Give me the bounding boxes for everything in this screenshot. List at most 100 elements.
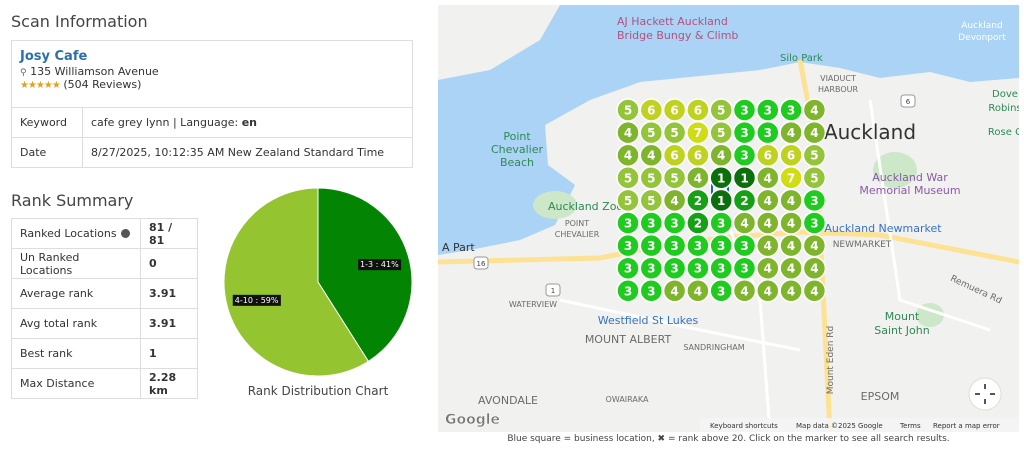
label: Best rank (20, 347, 73, 360)
section-title: Scan Information (11, 12, 148, 31)
location-button[interactable] (968, 377, 1002, 411)
rank-label: 3 (647, 262, 655, 276)
rank-label: 4 (787, 126, 795, 140)
value-cell: 1 (140, 338, 198, 369)
summary-row: Ranked Locations 81 / 81 (11, 218, 198, 249)
map-label: VIADUCT (820, 74, 856, 83)
value-label: 1-3 : 41% (360, 260, 399, 269)
map-label: Dove (992, 89, 1018, 100)
rank-label: 4 (647, 149, 655, 163)
summary-row: Max Distance 2.28 km (11, 368, 198, 399)
map-label: Westfield St Lukes (598, 314, 699, 327)
rank-label: 3 (810, 194, 818, 208)
map-footer-link[interactable]: Report a map error (933, 422, 1000, 430)
rank-marker[interactable] (779, 279, 803, 303)
rank-label: 6 (764, 149, 772, 163)
rank-marker[interactable] (756, 279, 780, 303)
rank-label: 4 (740, 284, 748, 298)
rank-label: 3 (670, 239, 678, 253)
rank-label: 2 (694, 217, 702, 231)
map-label: NEWMARKET (833, 240, 892, 250)
rank-label: 3 (694, 262, 702, 276)
label: Ranked Locations (20, 227, 117, 240)
rank-label: 4 (787, 262, 795, 276)
rank-label: 3 (740, 149, 748, 163)
road-shield (900, 94, 916, 108)
map-label: Point (503, 130, 531, 143)
rank-label: 3 (764, 104, 772, 118)
rank-label: 1 (740, 171, 748, 185)
map-footer-link[interactable]: Terms (899, 422, 921, 430)
section-title: Rank Summary (11, 191, 134, 210)
summary-row: Un Ranked Locations 0 (11, 248, 198, 279)
rank-marker[interactable] (662, 279, 687, 303)
footer-bar (700, 418, 1019, 432)
rank-label: 5 (717, 104, 725, 118)
rank-label: 4 (694, 284, 702, 298)
label-cell: Un Ranked Locations (11, 248, 141, 279)
rank-label: 4 (787, 239, 795, 253)
rank-label: 4 (810, 104, 818, 118)
rank-label: 3 (810, 217, 818, 231)
map-label: Robins (988, 103, 1019, 114)
map-label: Silo Park (780, 53, 823, 64)
map-footer-link[interactable]: Map data ©2025 Google (796, 422, 883, 430)
rank-label: 3 (624, 239, 632, 253)
value-cell: 3.91 (140, 308, 198, 339)
label-cell: Best rank (11, 338, 141, 369)
rating-stars: ★★★★★ (20, 80, 61, 91)
rank-label: 5 (624, 171, 632, 185)
rank-label: 3 (740, 239, 748, 253)
rank-marker[interactable] (639, 279, 664, 303)
map-footer-link[interactable]: Keyboard shortcuts (710, 422, 778, 430)
rank-label: 6 (694, 104, 702, 118)
rank-label: 7 (694, 126, 702, 140)
pin-icon: ⚲ (20, 68, 27, 78)
map-label: Auckland Newmarket (824, 222, 942, 235)
summary-row: Best rank 1 (11, 338, 198, 369)
value-label: 4-10 : 59% (235, 296, 279, 305)
rank-label: 4 (624, 149, 632, 163)
map-label: Chevalier (491, 143, 544, 156)
rank-marker[interactable] (802, 279, 827, 303)
business-cell: Josy Cafe ⚲ 135 Williamson Avenue ★★★★★ … (11, 40, 413, 108)
label: Un Ranked Locations (20, 250, 80, 277)
map-label: AJ Hackett Auckland (617, 15, 728, 28)
rank-label: 4 (717, 149, 725, 163)
rank-label: 3 (694, 239, 702, 253)
chart-title: Rank Distribution Chart (248, 384, 389, 398)
map-label: Mount Eden Rd (826, 326, 836, 395)
business-name[interactable]: Josy Cafe (20, 49, 88, 64)
label-cell: Average rank (11, 278, 141, 309)
map-label: Mount (885, 310, 920, 323)
rank-label: 4 (810, 262, 818, 276)
label: Max Distance (20, 377, 95, 390)
rank-marker[interactable] (616, 279, 640, 303)
rank-label: 5 (647, 171, 655, 185)
value-cell: cafe grey lynn | Language: en (82, 107, 413, 138)
summary-table: Ranked Locations 81 / 81 Un Ranked Locatio… (11, 218, 198, 399)
rank-marker[interactable] (709, 279, 733, 303)
map-label: Auckland Zoo (548, 200, 623, 213)
rank-label: 5 (647, 126, 655, 140)
rank-label: 3 (647, 217, 655, 231)
value-cell: 8/27/2025, 10:12:35 AM New Zealand Stand… (82, 137, 413, 168)
map-label: WATERVIEW (509, 300, 557, 309)
rank-label: 4 (764, 284, 772, 298)
rank-marker[interactable] (732, 279, 757, 303)
rank-marker[interactable] (686, 279, 710, 303)
rank-label: 3 (740, 104, 748, 118)
value-cell: 81 / 81 (140, 218, 198, 249)
map-label: Rose C (988, 127, 1019, 138)
rank-label: 4 (810, 126, 818, 140)
map-label: Auckland (824, 120, 916, 144)
rank-label: 6 (787, 149, 795, 163)
rank-label: 3 (624, 262, 632, 276)
rank-label: 4 (787, 217, 795, 231)
pie-chart: Rank Distribution Chart 1-3 : 41% 4-10 : … (223, 187, 413, 398)
rank-label: 5 (717, 126, 725, 140)
reviews: (504 Reviews) (63, 78, 142, 91)
map-label: Saint John (874, 324, 930, 337)
label-bg (232, 294, 281, 306)
